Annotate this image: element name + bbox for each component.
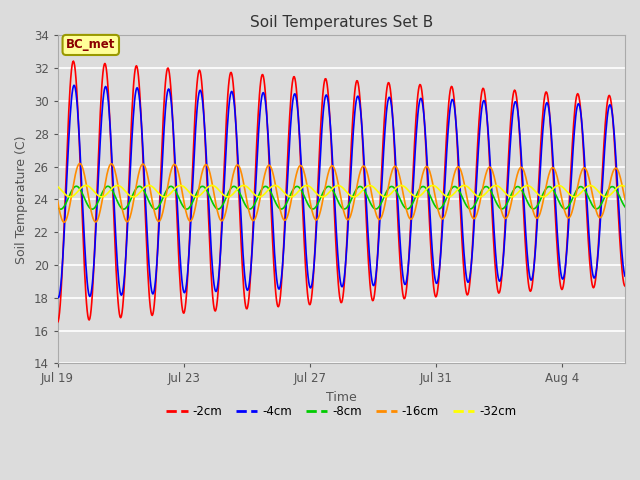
-16cm: [262, 169, 269, 175]
-4cm: [189, 187, 196, 193]
-32cm: [66, 194, 74, 200]
-4cm: [621, 273, 629, 279]
-32cm: [82, 182, 90, 188]
-32cm: [75, 188, 83, 193]
-16cm: [60, 219, 68, 225]
Line: -32cm: -32cm: [58, 185, 625, 197]
-2cm: [513, 94, 520, 100]
-32cm: [54, 184, 61, 190]
-2cm: [188, 184, 196, 190]
Text: BC_met: BC_met: [66, 38, 115, 51]
Line: -4cm: -4cm: [58, 85, 625, 298]
-8cm: [57, 206, 65, 212]
-4cm: [76, 134, 83, 140]
Line: -16cm: -16cm: [58, 164, 625, 222]
-16cm: [189, 216, 196, 221]
-16cm: [76, 161, 84, 167]
Line: -2cm: -2cm: [58, 61, 625, 323]
Line: -8cm: -8cm: [58, 186, 625, 209]
-4cm: [70, 83, 78, 88]
-32cm: [376, 192, 384, 197]
Title: Soil Temperatures Set B: Soil Temperatures Set B: [250, 15, 433, 30]
-4cm: [292, 92, 300, 98]
-8cm: [262, 183, 269, 189]
-4cm: [513, 104, 521, 110]
-2cm: [54, 320, 61, 325]
-8cm: [54, 204, 61, 210]
-16cm: [621, 196, 629, 202]
-8cm: [513, 184, 521, 190]
-8cm: [376, 202, 384, 207]
-16cm: [292, 175, 300, 180]
-32cm: [621, 184, 629, 190]
-32cm: [262, 190, 269, 196]
-2cm: [291, 76, 299, 82]
-16cm: [513, 172, 521, 178]
-8cm: [73, 183, 81, 189]
-2cm: [75, 124, 83, 130]
-4cm: [54, 295, 62, 300]
-16cm: [75, 161, 83, 167]
-4cm: [262, 98, 269, 104]
Y-axis label: Soil Temperature (C): Soil Temperature (C): [15, 135, 28, 264]
-32cm: [292, 192, 300, 197]
-32cm: [513, 191, 521, 196]
-32cm: [189, 192, 196, 198]
-2cm: [376, 209, 383, 215]
-8cm: [76, 185, 83, 191]
X-axis label: Time: Time: [326, 391, 356, 404]
-2cm: [261, 83, 269, 89]
-4cm: [54, 294, 61, 300]
Legend: -2cm, -4cm, -8cm, -16cm, -32cm: -2cm, -4cm, -8cm, -16cm, -32cm: [161, 401, 521, 423]
-8cm: [621, 204, 629, 210]
-2cm: [70, 58, 77, 64]
-16cm: [376, 216, 384, 222]
-8cm: [189, 200, 196, 205]
-4cm: [376, 208, 384, 214]
-16cm: [54, 198, 61, 204]
-8cm: [292, 184, 300, 190]
-2cm: [621, 283, 629, 289]
